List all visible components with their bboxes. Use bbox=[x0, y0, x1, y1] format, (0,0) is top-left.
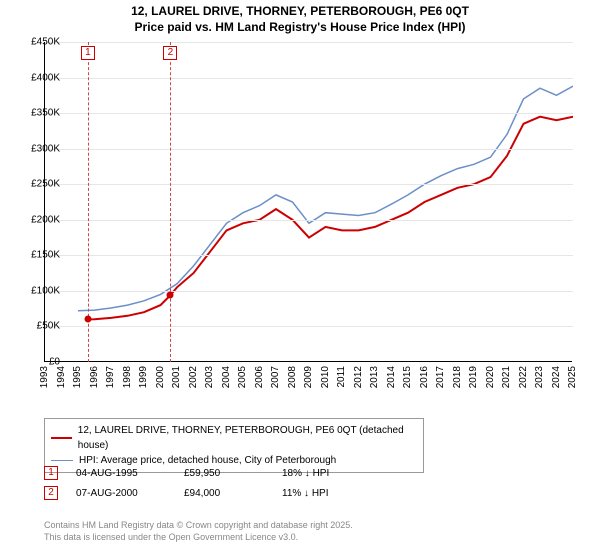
gridline-h bbox=[45, 42, 573, 43]
event-delta-1: 18% ↓ HPI bbox=[282, 468, 329, 479]
x-axis-label: 2023 bbox=[534, 366, 545, 388]
x-axis-label: 1994 bbox=[56, 366, 67, 388]
x-axis-label: 2007 bbox=[270, 366, 281, 388]
legend-swatch-hpi bbox=[51, 460, 73, 461]
event-date-2: 07-AUG-2000 bbox=[76, 488, 166, 499]
event-row-1: 1 04-AUG-1995 £59,950 18% ↓ HPI bbox=[44, 466, 329, 480]
y-axis-label: £350K bbox=[31, 108, 60, 119]
event-date-1: 04-AUG-1995 bbox=[76, 468, 166, 479]
x-axis-label: 2009 bbox=[303, 366, 314, 388]
event-marker-2: 2 bbox=[44, 486, 58, 500]
event-delta-2: 11% ↓ HPI bbox=[282, 488, 329, 499]
x-axis-label: 1993 bbox=[39, 366, 50, 388]
event-vline bbox=[170, 42, 171, 362]
title-line1: 12, LAUREL DRIVE, THORNEY, PETERBOROUGH,… bbox=[0, 4, 600, 20]
x-axis-label: 2021 bbox=[501, 366, 512, 388]
x-axis-label: 1995 bbox=[72, 366, 83, 388]
x-axis-label: 2000 bbox=[155, 366, 166, 388]
x-axis-label: 2011 bbox=[336, 366, 347, 388]
event-marker-on-chart: 2 bbox=[163, 46, 177, 60]
event-vline bbox=[88, 42, 89, 362]
footer: Contains HM Land Registry data © Crown c… bbox=[44, 520, 353, 543]
x-axis-label: 2015 bbox=[402, 366, 413, 388]
event-row-2: 2 07-AUG-2000 £94,000 11% ↓ HPI bbox=[44, 486, 329, 500]
legend-label-price: 12, LAUREL DRIVE, THORNEY, PETERBOROUGH,… bbox=[78, 423, 417, 453]
y-axis-label: £300K bbox=[31, 143, 60, 154]
x-axis-label: 2002 bbox=[188, 366, 199, 388]
gridline-h bbox=[45, 220, 573, 221]
gridline-h bbox=[45, 326, 573, 327]
x-axis-label: 1996 bbox=[89, 366, 100, 388]
title-line2: Price paid vs. HM Land Registry's House … bbox=[0, 20, 600, 36]
legend-row-price: 12, LAUREL DRIVE, THORNEY, PETERBOROUGH,… bbox=[51, 423, 417, 453]
event-price-1: £59,950 bbox=[184, 468, 264, 479]
x-axis-label: 2025 bbox=[567, 366, 578, 388]
x-axis-label: 2014 bbox=[386, 366, 397, 388]
footer-line2: This data is licensed under the Open Gov… bbox=[44, 532, 353, 544]
x-axis-label: 2010 bbox=[320, 366, 331, 388]
series-line bbox=[78, 86, 573, 311]
chart-wrap: 12 £0£50K£100K£150K£200K£250K£300K£350K£… bbox=[44, 42, 592, 382]
x-axis-label: 1997 bbox=[105, 366, 116, 388]
event-marker-1: 1 bbox=[44, 466, 58, 480]
event-marker-on-chart: 1 bbox=[81, 46, 95, 60]
x-axis-label: 2024 bbox=[551, 366, 562, 388]
x-axis-label: 2013 bbox=[369, 366, 380, 388]
chart-svg bbox=[45, 42, 573, 362]
events-table: 1 04-AUG-1995 £59,950 18% ↓ HPI 2 07-AUG… bbox=[44, 466, 329, 506]
x-axis-label: 2005 bbox=[237, 366, 248, 388]
series-line bbox=[88, 117, 573, 320]
y-axis-label: £200K bbox=[31, 214, 60, 225]
gridline-h bbox=[45, 255, 573, 256]
event-price-2: £94,000 bbox=[184, 488, 264, 499]
x-axis-label: 2018 bbox=[452, 366, 463, 388]
x-axis-label: 2019 bbox=[468, 366, 479, 388]
x-axis-label: 2008 bbox=[287, 366, 298, 388]
title-block: 12, LAUREL DRIVE, THORNEY, PETERBOROUGH,… bbox=[0, 0, 600, 35]
gridline-h bbox=[45, 291, 573, 292]
x-axis-label: 2003 bbox=[204, 366, 215, 388]
gridline-h bbox=[45, 149, 573, 150]
y-axis-label: £150K bbox=[31, 250, 60, 261]
event-dot bbox=[167, 292, 174, 299]
legend-swatch-price bbox=[51, 437, 72, 439]
gridline-h bbox=[45, 113, 573, 114]
event-dot bbox=[84, 316, 91, 323]
y-axis-label: £100K bbox=[31, 285, 60, 296]
x-axis-label: 2022 bbox=[518, 366, 529, 388]
chart-container: 12, LAUREL DRIVE, THORNEY, PETERBOROUGH,… bbox=[0, 0, 600, 560]
y-axis-label: £450K bbox=[31, 37, 60, 48]
chart-area: 12 bbox=[44, 42, 572, 362]
y-axis-label: £250K bbox=[31, 179, 60, 190]
x-axis-label: 2020 bbox=[485, 366, 496, 388]
x-axis-label: 1998 bbox=[122, 366, 133, 388]
x-axis-label: 2012 bbox=[353, 366, 364, 388]
y-axis-label: £400K bbox=[31, 72, 60, 83]
gridline-h bbox=[45, 184, 573, 185]
x-axis-label: 2006 bbox=[254, 366, 265, 388]
x-axis-label: 2001 bbox=[171, 366, 182, 388]
y-axis-label: £50K bbox=[37, 321, 60, 332]
footer-line1: Contains HM Land Registry data © Crown c… bbox=[44, 520, 353, 532]
gridline-h bbox=[45, 78, 573, 79]
legend-box: 12, LAUREL DRIVE, THORNEY, PETERBOROUGH,… bbox=[44, 418, 424, 473]
x-axis-label: 2017 bbox=[435, 366, 446, 388]
x-axis-label: 2016 bbox=[419, 366, 430, 388]
x-axis-label: 1999 bbox=[138, 366, 149, 388]
x-axis-label: 2004 bbox=[221, 366, 232, 388]
